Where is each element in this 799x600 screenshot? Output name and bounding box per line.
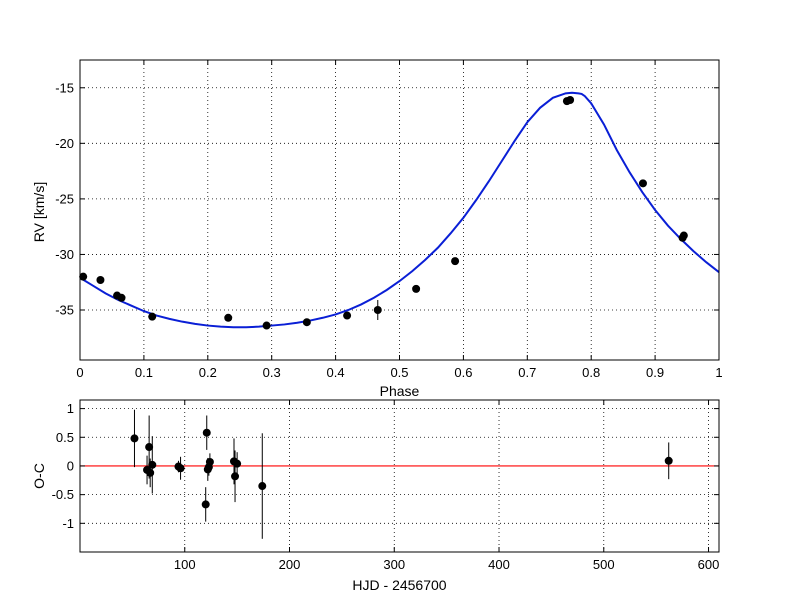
oc-residuals-panel: 100 200 300 400 500 600 -1 -0.5 0 0.5 1 HJD - 245… xyxy=(31,399,720,593)
data-point xyxy=(664,456,673,465)
y-tick-label: -20 xyxy=(55,136,74,151)
keplerian-fit-line xyxy=(79,91,720,329)
x-tick-label: 100 xyxy=(174,557,196,572)
data-point xyxy=(176,464,185,473)
data-point xyxy=(231,472,240,481)
y-tick-label: -1 xyxy=(62,516,74,531)
rv-phase-panel: 0 0.1 0.2 0.3 0.4 0.5 0.6 0.7 0.8 0.9 1 -35-30-25-… xyxy=(31,59,723,399)
data-point xyxy=(412,284,421,293)
data-point xyxy=(130,434,139,443)
oc-x-tick-labels: 100 200 300 400 500 600 xyxy=(174,557,719,572)
oc-data-points xyxy=(130,409,673,539)
data-point xyxy=(117,293,126,302)
data-point xyxy=(148,312,157,321)
x-tick-label: 0.1 xyxy=(135,365,153,380)
data-point xyxy=(205,457,214,466)
x-tick-label: 0.3 xyxy=(263,365,281,380)
rv-data-points xyxy=(79,96,688,330)
y-tick-label: -0.5 xyxy=(52,487,74,502)
rv-x-axis-label: Phase xyxy=(380,383,420,399)
data-point xyxy=(96,276,105,284)
data-point xyxy=(202,428,211,437)
x-tick-label: 600 xyxy=(698,557,720,572)
x-tick-label: 500 xyxy=(593,557,615,572)
x-tick-label: 0.6 xyxy=(454,365,472,380)
y-tick-label: -35 xyxy=(55,303,74,318)
rv-y-tick-labels: -35 -30 -25 -20 -15 xyxy=(55,80,74,317)
data-point xyxy=(148,460,157,469)
x-tick-label: 0.9 xyxy=(646,365,664,380)
data-point xyxy=(224,313,233,322)
data-point xyxy=(79,272,88,281)
y-tick-label: 1 xyxy=(67,401,74,416)
rv-fit-curve xyxy=(79,91,720,329)
rv-y-axis-label: RV [km/s] xyxy=(31,182,47,242)
oc-plot-area xyxy=(79,399,720,553)
x-tick-label: 300 xyxy=(383,557,405,572)
rv-x-tick-labels: 0 0.1 0.2 0.3 0.4 0.5 0.6 0.7 0.8 0.9 1 xyxy=(76,365,722,380)
oc-y-tick-labels: -1 -0.5 0 0.5 1 xyxy=(52,401,74,531)
data-point xyxy=(145,443,154,452)
data-point xyxy=(262,321,271,330)
x-tick-label: 0.2 xyxy=(199,365,217,380)
x-tick-label: 0.7 xyxy=(518,365,536,380)
x-tick-label: 200 xyxy=(279,557,301,572)
data-point xyxy=(343,311,352,320)
data-point xyxy=(638,179,647,188)
data-point xyxy=(258,482,267,491)
y-tick-label: -25 xyxy=(55,191,74,206)
y-tick-label: -30 xyxy=(55,247,74,262)
x-tick-label: 0 xyxy=(76,365,83,380)
x-tick-label: 0.5 xyxy=(390,365,408,380)
oc-axes-frame xyxy=(79,399,720,553)
data-point xyxy=(302,318,311,327)
x-tick-label: 400 xyxy=(488,557,510,572)
rv-tick-marks xyxy=(79,60,720,360)
data-point xyxy=(146,468,155,477)
y-tick-label: 0 xyxy=(67,458,74,473)
data-point xyxy=(679,231,688,240)
x-tick-label: 1 xyxy=(715,365,722,380)
oc-x-axis-label: HJD - 2456700 xyxy=(352,577,446,593)
data-point xyxy=(233,459,242,468)
oc-y-axis-label: O-C xyxy=(31,463,47,489)
x-tick-label: 0.4 xyxy=(327,365,345,380)
data-point xyxy=(566,96,575,104)
data-point xyxy=(373,306,382,314)
x-tick-label: 0.8 xyxy=(582,365,600,380)
y-tick-label: -15 xyxy=(55,80,74,95)
oc-tick-marks xyxy=(80,400,719,552)
data-point xyxy=(201,500,210,509)
y-tick-label: 0.5 xyxy=(56,430,74,445)
data-point xyxy=(451,257,460,266)
